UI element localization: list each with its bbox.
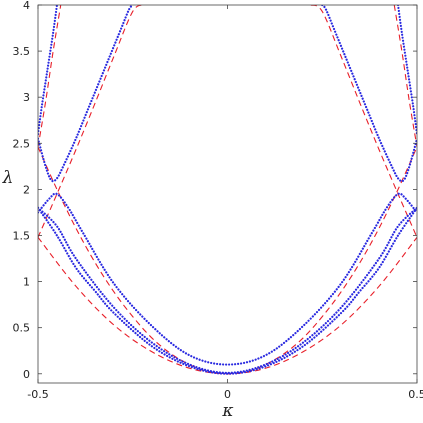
dotted-curve-11 xyxy=(321,5,417,183)
x-tick-label: 0 xyxy=(224,388,231,401)
dashed-curve-2 xyxy=(227,146,417,375)
y-axis-label: λ xyxy=(2,168,14,188)
y-tick-label: 1 xyxy=(23,276,30,289)
dotted-curve-9 xyxy=(38,206,417,375)
y-tick-label: 0 xyxy=(23,368,30,381)
y-tick-label: 2 xyxy=(23,183,30,196)
y-tick-label: 3.5 xyxy=(13,45,31,58)
tick-layer: -0.5 0 0.5 0 0.5 1 1.5 2 2.5 3 3.5 4 xyxy=(13,0,423,401)
y-tick-label: 2.5 xyxy=(13,137,31,150)
dotted-curve-10 xyxy=(38,5,134,183)
dotted-curve-13 xyxy=(396,5,417,136)
dotted-curve-12 xyxy=(38,5,59,136)
plot-background xyxy=(38,5,417,383)
dotted-curve-8 xyxy=(38,192,417,366)
dashed-curve-1 xyxy=(38,146,228,375)
series-layer xyxy=(38,5,417,375)
x-tick-label: 0.5 xyxy=(408,388,423,401)
y-tick-label: 4 xyxy=(23,0,30,12)
y-tick-label: 0.5 xyxy=(13,322,31,335)
x-axis-label: κ xyxy=(221,401,233,421)
dashed-curve-6 xyxy=(393,5,417,148)
dashed-curve-3 xyxy=(38,5,145,238)
y-tick-label: 1.5 xyxy=(13,229,31,242)
dotted-curve-7 xyxy=(38,206,417,374)
y-tick-label: 3 xyxy=(23,91,30,104)
x-tick-label: -0.5 xyxy=(27,388,48,401)
dashed-curve-5 xyxy=(38,5,62,148)
